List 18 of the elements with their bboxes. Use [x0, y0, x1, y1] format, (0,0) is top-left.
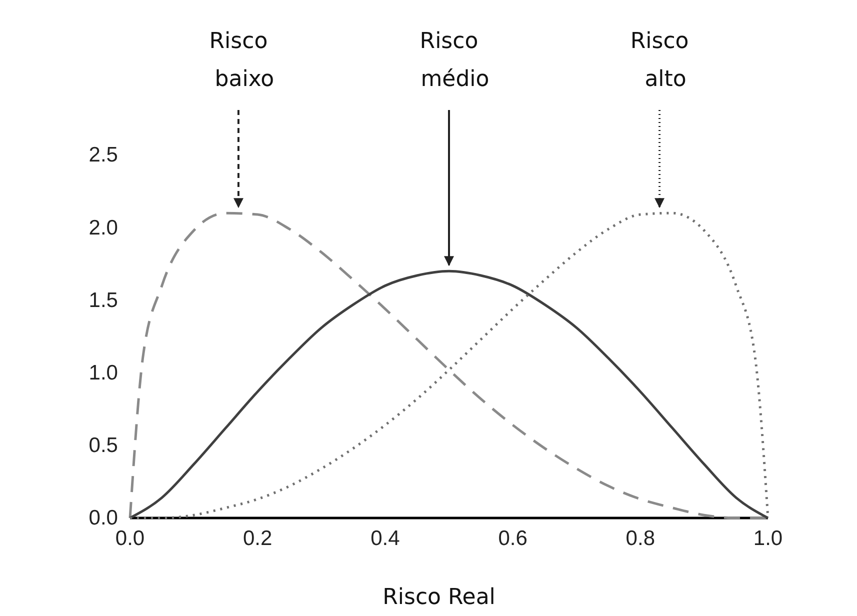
x-tick-label: 0.0 [115, 526, 145, 550]
x-tick-label: 0.8 [626, 526, 655, 550]
y-tick-label: 1.0 [88, 362, 118, 385]
y-tick-label: 2.0 [88, 216, 118, 240]
x-axis-title: Risco Real [382, 585, 496, 610]
x-tick-label: 0.2 [243, 526, 272, 550]
x-tick-label: 0.4 [370, 526, 400, 550]
y-tick-label: 2.5 [88, 144, 118, 167]
annotation: Risco baixo [209, 29, 274, 92]
line-series [128, 270, 770, 520]
annotation: Risco alto [630, 29, 689, 92]
x-tick-label: 1.0 [753, 526, 783, 550]
y-tick-label: 1.5 [88, 288, 118, 312]
annotation: Risco médio [420, 29, 490, 92]
x-tick-label: 0.6 [498, 526, 528, 550]
line-series [128, 212, 770, 520]
y-tick-label: 0.5 [88, 434, 118, 458]
y-tick-label: 0.0 [88, 506, 118, 530]
